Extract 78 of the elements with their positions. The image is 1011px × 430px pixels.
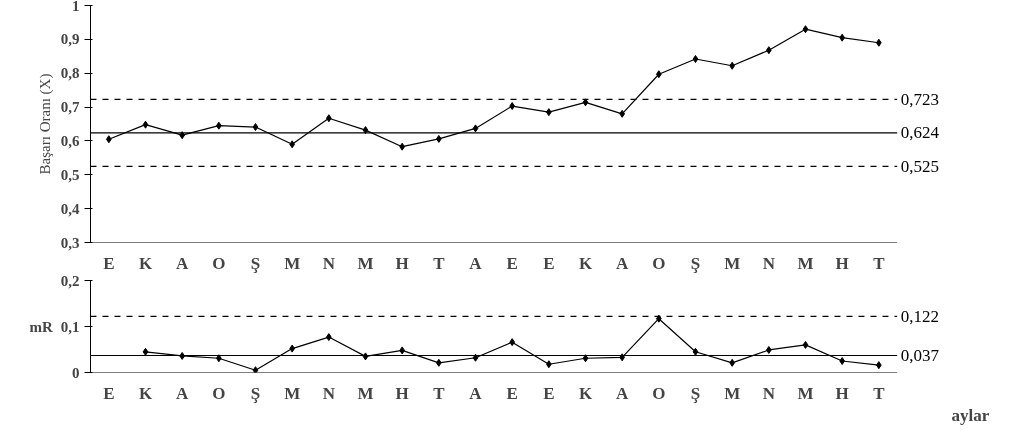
point bbox=[362, 126, 369, 135]
x-tick-label: M bbox=[284, 253, 301, 273]
ref-line-label: 0,122 bbox=[900, 306, 940, 326]
x-tick-label: Ş bbox=[690, 383, 701, 403]
x-tick-label: E bbox=[506, 253, 518, 273]
y-tick-label: 1 bbox=[72, 0, 80, 14]
ref-line-label: 0,723 bbox=[900, 89, 940, 109]
x-tick-label: E bbox=[543, 383, 555, 403]
y-tick-label: 0,5 bbox=[60, 166, 80, 183]
x-tick-label: H bbox=[835, 253, 849, 273]
x-tick-label: H bbox=[395, 253, 409, 273]
y-tick-label: 0,2 bbox=[60, 272, 80, 289]
point bbox=[362, 352, 369, 361]
point bbox=[142, 347, 149, 356]
x-tick-label: T bbox=[433, 253, 446, 273]
x-tick-label: Ş bbox=[250, 383, 261, 403]
x-tick-label: H bbox=[395, 383, 409, 403]
x-tick-label: E bbox=[103, 383, 115, 403]
point bbox=[252, 366, 259, 373]
x-tick-label: N bbox=[322, 383, 336, 403]
x-tick-label: T bbox=[873, 253, 886, 273]
x-tick-label: A bbox=[176, 253, 190, 273]
point bbox=[692, 54, 699, 63]
x-tick-label: H bbox=[835, 383, 849, 403]
x-tick-label: O bbox=[212, 383, 226, 403]
y-tick-label: 0,4 bbox=[60, 200, 80, 217]
x-tick-label: E bbox=[103, 253, 115, 273]
x-axis-title: aylar bbox=[951, 405, 990, 425]
x-tick-label: O bbox=[212, 253, 226, 273]
x-tick-label: Ş bbox=[250, 253, 261, 273]
y-axis-title: Başarı Oranı (X) bbox=[36, 73, 54, 175]
ref-line-label: 0,525 bbox=[900, 156, 940, 176]
point bbox=[472, 124, 479, 133]
x-tick-label: A bbox=[176, 383, 190, 403]
ref-line-label: 0,037 bbox=[900, 345, 940, 365]
x-tick-label: M bbox=[797, 383, 814, 403]
x-tick-label: O bbox=[652, 383, 666, 403]
y-tick-label: 0 bbox=[72, 364, 80, 381]
x-tick-label: K bbox=[578, 253, 593, 273]
x-tick-label: A bbox=[469, 383, 483, 403]
x-tick-label: N bbox=[762, 383, 776, 403]
point bbox=[839, 357, 845, 365]
point bbox=[692, 347, 699, 356]
x-tick-label: E bbox=[543, 253, 555, 273]
ref-line-label: 0,624 bbox=[900, 123, 940, 143]
x-tick-label: O bbox=[652, 253, 666, 273]
x-tick-label: M bbox=[724, 253, 741, 273]
x-tick-label: N bbox=[762, 253, 776, 273]
point bbox=[582, 98, 589, 107]
x-tick-label: M bbox=[797, 253, 814, 273]
x-tick-label: A bbox=[616, 253, 630, 273]
x-tick-label: K bbox=[578, 383, 593, 403]
x-tick-label: M bbox=[284, 383, 301, 403]
x-tick-label: M bbox=[357, 383, 374, 403]
y-axis-title: mR bbox=[29, 318, 53, 335]
point bbox=[472, 353, 479, 362]
point bbox=[802, 340, 809, 349]
x-tick-label: K bbox=[138, 253, 153, 273]
x-tick-label: Ş bbox=[690, 253, 701, 273]
x-tick-label: T bbox=[433, 383, 446, 403]
y-tick-label: 0,8 bbox=[60, 65, 80, 82]
point bbox=[252, 123, 259, 132]
point bbox=[802, 25, 809, 34]
x-tick-label: M bbox=[357, 253, 374, 273]
point bbox=[582, 354, 589, 363]
x-tick-label: T bbox=[873, 383, 886, 403]
x-tick-label: M bbox=[724, 383, 741, 403]
x-tick-label: N bbox=[322, 253, 336, 273]
point bbox=[142, 120, 149, 129]
x-tick-label: E bbox=[506, 383, 518, 403]
y-tick-label: 0,3 bbox=[60, 234, 80, 251]
x-tick-label: A bbox=[616, 383, 630, 403]
y-tick-label: 0,1 bbox=[60, 318, 80, 335]
y-tick-label: 0,6 bbox=[60, 132, 80, 149]
x-tick-label: K bbox=[138, 383, 153, 403]
y-tick-label: 0,9 bbox=[60, 31, 80, 48]
y-tick-label: 0,7 bbox=[60, 99, 80, 116]
x-tick-label: A bbox=[469, 253, 483, 273]
